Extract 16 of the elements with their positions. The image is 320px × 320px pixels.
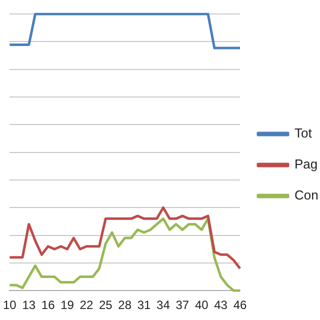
x-tick-label: 19 bbox=[60, 298, 74, 312]
x-tick-label: 40 bbox=[194, 298, 209, 312]
x-tick-label: 16 bbox=[41, 298, 56, 312]
x-tick-label: 37 bbox=[176, 298, 190, 312]
x-tick-label: 13 bbox=[22, 298, 36, 312]
x-tick-label: 31 bbox=[137, 298, 152, 312]
x-tick-label: 22 bbox=[80, 298, 94, 312]
legend-label: Pag bbox=[294, 156, 318, 172]
legend-label: Con bbox=[294, 188, 318, 203]
x-tick-label: 34 bbox=[156, 298, 170, 312]
x-tick-label: 46 bbox=[233, 298, 247, 312]
legend-label: Tot bbox=[294, 126, 312, 141]
x-tick-label: 28 bbox=[118, 298, 132, 312]
x-tick-label: 10 bbox=[2, 298, 17, 312]
x-tick-label: 43 bbox=[214, 298, 228, 312]
x-tick-label: 25 bbox=[98, 298, 113, 312]
